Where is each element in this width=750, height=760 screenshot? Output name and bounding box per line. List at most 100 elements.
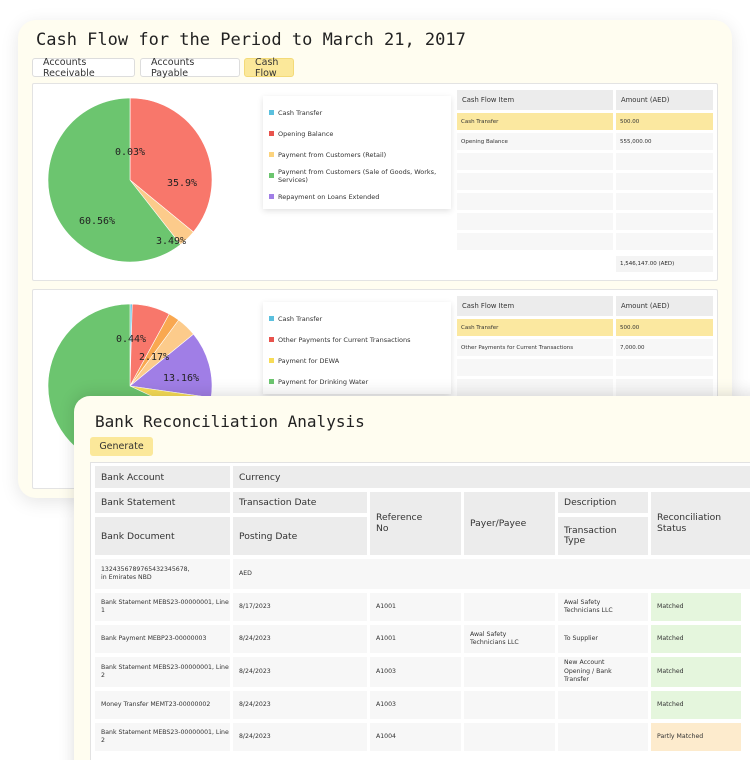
cell-date: 8/24/2023 bbox=[233, 723, 367, 751]
page-title: Cash Flow for the Period to March 21, 20… bbox=[36, 30, 466, 50]
legend-item[interactable]: Payment for Drinking Water bbox=[269, 371, 445, 392]
legend-label: Cash Transfer bbox=[278, 315, 322, 323]
cell-description: New Account Opening / Bank Transfer bbox=[558, 657, 648, 687]
cell-payer: Awal Safety Technicians LLC bbox=[464, 625, 555, 653]
header-posting-date: Posting Date bbox=[233, 517, 367, 555]
table-row-empty bbox=[457, 379, 713, 396]
header-currency: Currency bbox=[233, 466, 750, 488]
legend-item[interactable]: Opening Balance bbox=[269, 123, 445, 144]
cash-flow-table-1: Cash Flow Item Amount (AED) Cash Transfe… bbox=[457, 90, 713, 253]
legend-item[interactable]: Payment for DEWA bbox=[269, 350, 445, 371]
legend-swatch bbox=[269, 337, 274, 342]
cell-bank-document[interactable]: Bank Statement MEBS23-00000001, Line 2 bbox=[95, 723, 230, 751]
header-transaction-date: Transaction Date bbox=[233, 492, 367, 513]
table-row-empty bbox=[457, 233, 713, 250]
table-row[interactable]: Opening Balance 555,000.00 bbox=[457, 133, 713, 150]
column-header-amount: Amount (AED) bbox=[616, 296, 713, 316]
legend-item[interactable]: Other Payments for Current Transactions bbox=[269, 329, 445, 350]
legend-item[interactable]: Payment from Customers (Sale of Goods, W… bbox=[269, 165, 445, 186]
cell-empty bbox=[616, 233, 713, 250]
legend-item[interactable]: Cash Transfer bbox=[269, 308, 445, 329]
cell-amount: 7,000.00 bbox=[616, 339, 713, 356]
table-header: Cash Flow Item Amount (AED) bbox=[457, 296, 713, 316]
column-header-amount: Amount (AED) bbox=[616, 90, 713, 110]
pie-data-label: 2.17% bbox=[139, 352, 169, 363]
cell-payer bbox=[464, 593, 555, 621]
cell-date: 8/24/2023 bbox=[233, 691, 367, 719]
cell-empty bbox=[457, 233, 613, 250]
cell-description bbox=[558, 723, 648, 751]
legend-label: Payment for Drinking Water bbox=[278, 378, 368, 386]
table-row[interactable]: Cash Transfer 500.00 bbox=[457, 113, 713, 130]
account-number: 1324356789765432345678, in Emirates NBD bbox=[95, 559, 230, 589]
pie-data-label: 0.03% bbox=[115, 147, 145, 158]
cell-empty bbox=[457, 213, 613, 230]
cash-flow-panel-1: 0.03% 35.9% 3.49% 60.56% Cash Transfer Open… bbox=[32, 83, 718, 281]
table-row-empty bbox=[457, 193, 713, 210]
cell-payer bbox=[464, 657, 555, 687]
cell-empty bbox=[616, 193, 713, 210]
cell-empty bbox=[457, 359, 613, 376]
cell-bank-document[interactable]: Bank Payment MEBP23-00000003 bbox=[95, 625, 230, 653]
status-badge: Matched bbox=[651, 625, 741, 653]
table-row-empty bbox=[457, 359, 713, 376]
account-currency: AED bbox=[233, 559, 750, 589]
legend-swatch bbox=[269, 194, 274, 199]
column-header-item: Cash Flow Item bbox=[457, 296, 613, 316]
tab-accounts-payable[interactable]: Accounts Payable bbox=[140, 58, 240, 77]
cell-date: 8/24/2023 bbox=[233, 625, 367, 653]
header-reconciliation-status: Reconciliation Status bbox=[651, 492, 750, 555]
legend-swatch bbox=[269, 173, 274, 178]
cell-item: Opening Balance bbox=[457, 133, 613, 150]
legend-swatch bbox=[269, 110, 274, 115]
generate-button[interactable]: Generate bbox=[90, 437, 153, 456]
legend-label: Payment from Customers (Retail) bbox=[278, 151, 386, 159]
tab-cash-flow[interactable]: Cash Flow bbox=[244, 58, 294, 77]
cell-amount: 500.00 bbox=[616, 113, 713, 130]
cell-empty bbox=[616, 359, 713, 376]
cell-item: Cash Transfer bbox=[457, 319, 613, 336]
cell-reference: A1003 bbox=[370, 657, 461, 687]
pie-data-label: 35.9% bbox=[167, 178, 197, 189]
legend-swatch bbox=[269, 316, 274, 321]
header-reference-no: Reference No bbox=[370, 492, 461, 555]
pie-data-label: 3.49% bbox=[156, 236, 186, 247]
cell-empty bbox=[616, 379, 713, 396]
legend-label: Payment from Customers (Sale of Goods, W… bbox=[278, 168, 445, 184]
header-bank-document: Bank Document bbox=[95, 517, 230, 555]
legend-item[interactable]: Repayment on Loans Extended bbox=[269, 186, 445, 207]
legend-item[interactable]: Cash Transfer bbox=[269, 102, 445, 123]
legend-item[interactable]: Payment from Customers (Retail) bbox=[269, 144, 445, 165]
cell-amount: 500.00 bbox=[616, 319, 713, 336]
legend-label: Repayment on Loans Extended bbox=[278, 193, 379, 201]
status-badge: Matched bbox=[651, 691, 741, 719]
cell-amount: 555,000.00 bbox=[616, 133, 713, 150]
table-total: 1,546,147.00 (AED) bbox=[616, 256, 713, 272]
cell-empty bbox=[616, 213, 713, 230]
section-title: Bank Reconciliation Analysis bbox=[95, 412, 365, 431]
pie-chart-1: 0.03% 35.9% 3.49% 60.56% bbox=[48, 98, 218, 268]
cell-reference: A1001 bbox=[370, 593, 461, 621]
column-header-item: Cash Flow Item bbox=[457, 90, 613, 110]
table-row[interactable]: Other Payments for Current Transactions … bbox=[457, 339, 713, 356]
cell-item: Other Payments for Current Transactions bbox=[457, 339, 613, 356]
cell-date: 8/24/2023 bbox=[233, 657, 367, 687]
cell-payer bbox=[464, 691, 555, 719]
table-row[interactable]: Cash Transfer 500.00 bbox=[457, 319, 713, 336]
reconciliation-table: Bank Account Currency Bank Statement Tra… bbox=[90, 462, 750, 760]
cell-empty bbox=[457, 193, 613, 210]
cell-bank-document[interactable]: Bank Statement MEBS23-00000001, Line 2 bbox=[95, 657, 230, 687]
pie-data-label: 13.16% bbox=[163, 373, 199, 384]
tab-accounts-receivable[interactable]: Accounts Receivable bbox=[32, 58, 135, 77]
table-row-empty bbox=[457, 173, 713, 190]
cell-empty bbox=[616, 153, 713, 170]
legend-swatch bbox=[269, 152, 274, 157]
legend-label: Payment for DEWA bbox=[278, 357, 339, 365]
header-payer-payee: Payer/Payee bbox=[464, 492, 555, 555]
cell-reference: A1004 bbox=[370, 723, 461, 751]
cell-empty bbox=[457, 173, 613, 190]
cell-bank-document[interactable]: Bank Statement MEBS23-00000001, Line 1 bbox=[95, 593, 230, 621]
cell-bank-document[interactable]: Money Transfer MEMT23-00000002 bbox=[95, 691, 230, 719]
cell-empty bbox=[457, 153, 613, 170]
bank-reconciliation-card: Bank Reconciliation Analysis Generate Ba… bbox=[74, 396, 750, 760]
